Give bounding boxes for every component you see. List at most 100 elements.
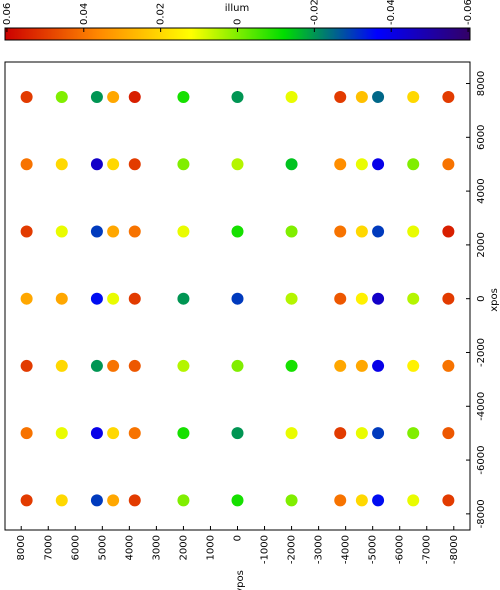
point — [20, 158, 33, 171]
point — [442, 359, 455, 372]
x-tick-label: -2000 — [476, 338, 487, 367]
x-tick-label: 2000 — [476, 232, 487, 257]
point — [107, 359, 120, 372]
point — [334, 427, 347, 440]
point — [231, 292, 244, 305]
y-tick-label: 2000 — [178, 535, 189, 560]
y-tick-label: 6000 — [70, 535, 81, 560]
point — [355, 494, 368, 507]
point — [231, 158, 244, 171]
y-tick-label: 0 — [233, 535, 244, 541]
y-tick-label: 4000 — [124, 535, 135, 560]
y-tick-label: -3000 — [314, 535, 325, 564]
y-tick-label: -6000 — [395, 535, 406, 564]
point — [442, 494, 455, 507]
point — [231, 359, 244, 372]
y-tick-label: -8000 — [449, 535, 460, 564]
points — [20, 90, 455, 507]
point — [407, 158, 420, 171]
x-tick-label: -4000 — [476, 392, 487, 421]
y-tick-label: -4000 — [341, 535, 352, 564]
point — [20, 90, 33, 103]
point — [20, 427, 33, 440]
point — [407, 427, 420, 440]
point — [107, 494, 120, 507]
point — [355, 292, 368, 305]
point — [107, 90, 120, 103]
point — [372, 427, 385, 440]
point — [285, 158, 298, 171]
point — [55, 225, 68, 238]
y-tick-label: 7000 — [43, 535, 54, 560]
colorbar-label: illum — [225, 3, 249, 14]
point — [128, 359, 141, 372]
colorbar-tick-label: -0.02 — [309, 0, 320, 25]
point — [334, 90, 347, 103]
point — [55, 494, 68, 507]
point — [285, 225, 298, 238]
point — [407, 359, 420, 372]
point — [334, 225, 347, 238]
point — [128, 90, 141, 103]
colorbar-tick-label: -0.04 — [386, 0, 397, 25]
point — [442, 90, 455, 103]
point — [355, 90, 368, 103]
y-tick-label: -1000 — [260, 535, 271, 564]
point — [177, 225, 190, 238]
colorbar-tick-label: 0 — [233, 19, 244, 25]
y-tick-label: -7000 — [422, 535, 433, 564]
point — [372, 90, 385, 103]
point — [231, 494, 244, 507]
colorbar-tick-label: 0.04 — [79, 3, 90, 25]
point — [177, 427, 190, 440]
point — [177, 90, 190, 103]
point — [442, 158, 455, 171]
point — [355, 359, 368, 372]
y-tick-label: -5000 — [368, 535, 379, 564]
point — [355, 225, 368, 238]
point — [231, 427, 244, 440]
point — [442, 225, 455, 238]
point — [128, 494, 141, 507]
point — [285, 90, 298, 103]
y-axis-label: ypos — [235, 570, 246, 590]
x-tick-label: 0 — [476, 296, 487, 302]
point — [177, 158, 190, 171]
point — [442, 427, 455, 440]
point — [177, 292, 190, 305]
x-tick-label: 4000 — [476, 178, 487, 203]
point — [334, 359, 347, 372]
point — [285, 494, 298, 507]
point — [90, 225, 103, 238]
point — [355, 158, 368, 171]
point — [285, 359, 298, 372]
point — [90, 158, 103, 171]
point — [177, 494, 190, 507]
x-tick-label: -8000 — [476, 499, 487, 528]
point — [90, 90, 103, 103]
point — [372, 158, 385, 171]
point — [55, 292, 68, 305]
y-tick-label: 5000 — [97, 535, 108, 560]
colorbar-tick-label: -0.06 — [463, 0, 474, 25]
point — [334, 292, 347, 305]
colorbar-tick-label: 0.06 — [2, 3, 13, 25]
point — [407, 494, 420, 507]
point — [107, 427, 120, 440]
point — [372, 292, 385, 305]
point — [285, 427, 298, 440]
point — [231, 225, 244, 238]
point — [90, 494, 103, 507]
point — [407, 90, 420, 103]
point — [177, 359, 190, 372]
point — [128, 292, 141, 305]
point — [90, 427, 103, 440]
point — [107, 292, 120, 305]
point — [55, 90, 68, 103]
y-tick-label: 8000 — [16, 535, 27, 560]
point — [55, 427, 68, 440]
point — [334, 158, 347, 171]
point — [355, 427, 368, 440]
point — [90, 359, 103, 372]
